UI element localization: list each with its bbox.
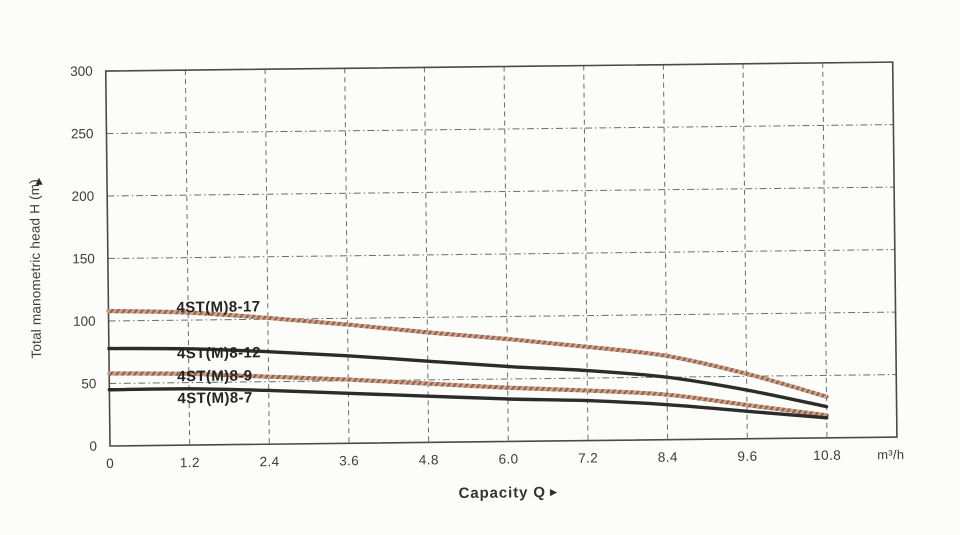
pump-curves [106,308,829,420]
gridline-horizontal-100 [108,311,896,322]
gridlines [106,62,897,446]
x-tick-label-8: 9.6 [737,449,757,464]
y-tick-label-200: 200 [72,189,95,204]
y-tick-label-150: 150 [72,251,95,266]
x-tick-label-3: 3.6 [339,453,359,468]
curve-label-1: 4ST(M)8-12 [177,344,261,362]
x-tick-label-5: 6.0 [498,451,518,466]
gridline-horizontal-150 [107,249,895,260]
x-axis-title: Capacity Q [458,484,546,502]
gridline-horizontal-250 [106,124,894,135]
x-tick-label-4: 4.8 [419,452,439,467]
x-tick-label-7: 8.4 [658,450,678,465]
pump-curve-0 [106,308,829,399]
pump-curve-2 [107,371,829,418]
y-tick-label-300: 300 [70,64,93,79]
y-axis-arrow-icon: ▲ [33,174,45,188]
x-tick-label-1: 1.2 [180,455,200,470]
pump-curve-1 [107,346,829,409]
x-axis-unit: m³/h [877,447,904,462]
x-tick-label-6: 7.2 [578,450,598,465]
pump-curve-3 [107,387,829,420]
y-tick-label-50: 50 [81,376,96,391]
gridline-horizontal-50 [109,374,897,385]
x-axis-arrow-icon: ► [547,485,559,499]
gridline-horizontal-200 [107,186,895,197]
x-tick-label-0: 0 [106,456,114,471]
curve-labels: 4ST(M)8-17 4ST(M)8-12 4ST(M)8-9 4ST(M)8-7 [176,298,261,407]
x-tick-label-9: 10.8 [813,448,841,463]
x-axis-tick-labels: 0 1.2 2.4 3.6 4.8 6.0 7.2 8.4 9.6 10.8 [106,448,841,471]
y-tick-label-250: 250 [71,126,94,141]
y-axis-tick-labels: 0 50 100 150 200 250 300 [70,64,97,454]
curve-label-0: 4ST(M)8-17 [176,298,260,316]
curve-label-3: 4ST(M)8-7 [177,389,252,407]
x-tick-label-2: 2.4 [259,454,279,469]
y-axis-title: Total manometric head H (m) [27,179,44,359]
y-tick-label-100: 100 [73,314,96,329]
plot-border [104,61,898,447]
curve-label-2: 4ST(M)8-9 [177,367,252,385]
y-tick-label-0: 0 [89,439,97,454]
